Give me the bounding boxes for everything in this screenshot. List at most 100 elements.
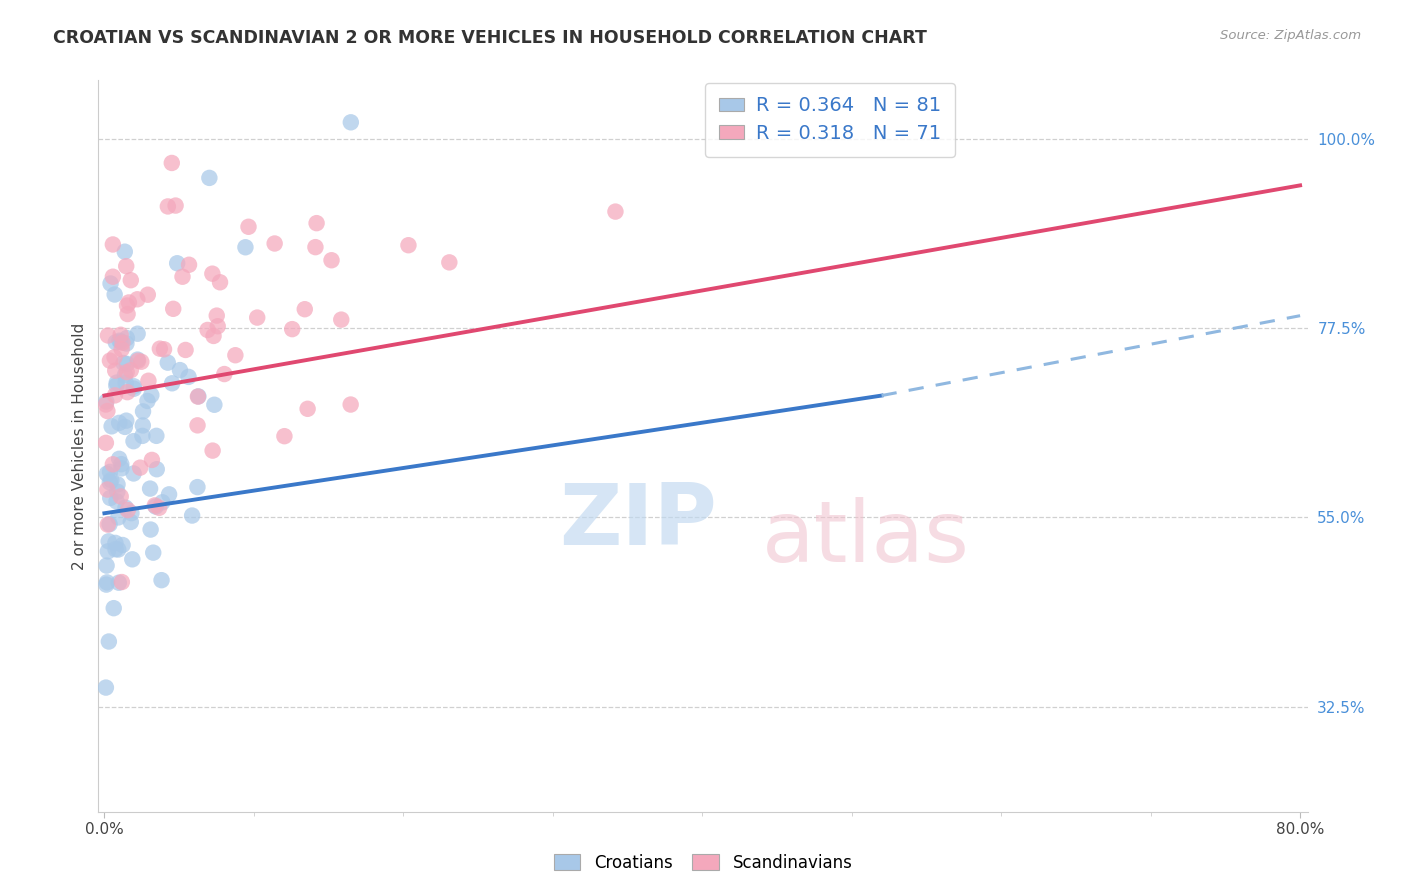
Point xyxy=(132,418,155,433)
Point xyxy=(263,236,285,251)
Point xyxy=(104,287,127,301)
Point xyxy=(98,353,121,368)
Point xyxy=(122,382,145,396)
Point xyxy=(439,255,461,269)
Point xyxy=(97,328,120,343)
Point xyxy=(150,495,173,509)
Point xyxy=(114,500,136,515)
Point xyxy=(181,508,204,523)
Point xyxy=(156,199,179,213)
Legend: Croatians, Scandinavians: Croatians, Scandinavians xyxy=(547,847,859,879)
Point xyxy=(127,353,149,368)
Point xyxy=(117,385,139,400)
Point xyxy=(107,575,129,590)
Point xyxy=(127,352,149,367)
Point xyxy=(104,536,127,550)
Text: atlas: atlas xyxy=(762,497,970,580)
Y-axis label: 2 or more Vehicles in Household: 2 or more Vehicles in Household xyxy=(72,322,87,570)
Point xyxy=(139,523,162,537)
Point xyxy=(105,484,128,499)
Point xyxy=(165,198,187,212)
Point xyxy=(166,256,188,270)
Point xyxy=(201,267,224,281)
Point xyxy=(177,370,200,384)
Point xyxy=(143,499,166,513)
Point xyxy=(122,434,145,449)
Point xyxy=(205,309,228,323)
Point xyxy=(111,335,134,350)
Point xyxy=(169,363,191,377)
Point xyxy=(148,500,170,515)
Point xyxy=(105,378,128,392)
Point xyxy=(162,301,184,316)
Point xyxy=(105,376,128,390)
Point xyxy=(104,335,127,350)
Point xyxy=(141,453,163,467)
Point xyxy=(96,483,118,497)
Point xyxy=(224,348,246,362)
Point xyxy=(97,634,120,648)
Point xyxy=(108,416,131,430)
Point xyxy=(281,322,304,336)
Point xyxy=(153,343,176,357)
Point xyxy=(111,342,134,356)
Point xyxy=(115,365,138,379)
Point xyxy=(273,429,295,443)
Point xyxy=(127,326,149,341)
Point xyxy=(108,334,131,348)
Point xyxy=(122,379,145,393)
Point xyxy=(187,390,209,404)
Point xyxy=(115,299,138,313)
Point xyxy=(110,457,132,471)
Point xyxy=(202,398,225,412)
Point xyxy=(120,515,142,529)
Point xyxy=(339,398,361,412)
Point xyxy=(96,577,118,591)
Point xyxy=(145,462,167,476)
Point xyxy=(398,238,420,252)
Point xyxy=(605,204,627,219)
Point xyxy=(104,542,127,557)
Point xyxy=(96,404,118,418)
Point xyxy=(115,336,138,351)
Point xyxy=(100,473,122,487)
Point xyxy=(105,494,128,508)
Point xyxy=(138,374,160,388)
Point xyxy=(129,460,152,475)
Point xyxy=(186,418,208,433)
Point xyxy=(172,269,194,284)
Point xyxy=(111,575,134,590)
Point xyxy=(100,277,122,291)
Point xyxy=(145,429,167,443)
Legend: R = 0.364   N = 81, R = 0.318   N = 71: R = 0.364 N = 81, R = 0.318 N = 71 xyxy=(706,83,955,157)
Point xyxy=(136,393,159,408)
Point xyxy=(186,480,208,494)
Point xyxy=(96,558,118,573)
Text: ZIP: ZIP xyxy=(560,480,717,563)
Point xyxy=(114,420,136,434)
Point xyxy=(111,538,134,552)
Point xyxy=(94,397,117,411)
Point xyxy=(156,356,179,370)
Point xyxy=(115,357,138,371)
Point xyxy=(149,342,172,356)
Point xyxy=(157,487,180,501)
Point xyxy=(235,240,257,254)
Point xyxy=(197,323,219,337)
Point xyxy=(132,404,155,418)
Point xyxy=(340,115,363,129)
Point xyxy=(101,458,124,472)
Point xyxy=(98,491,121,505)
Point xyxy=(297,401,319,416)
Point xyxy=(114,376,136,390)
Point xyxy=(141,388,163,402)
Point xyxy=(321,253,343,268)
Point xyxy=(115,331,138,345)
Point xyxy=(131,355,153,369)
Point xyxy=(214,367,236,381)
Point xyxy=(100,419,122,434)
Point xyxy=(305,216,328,230)
Point xyxy=(103,601,125,615)
Point xyxy=(104,364,127,378)
Point xyxy=(120,273,142,287)
